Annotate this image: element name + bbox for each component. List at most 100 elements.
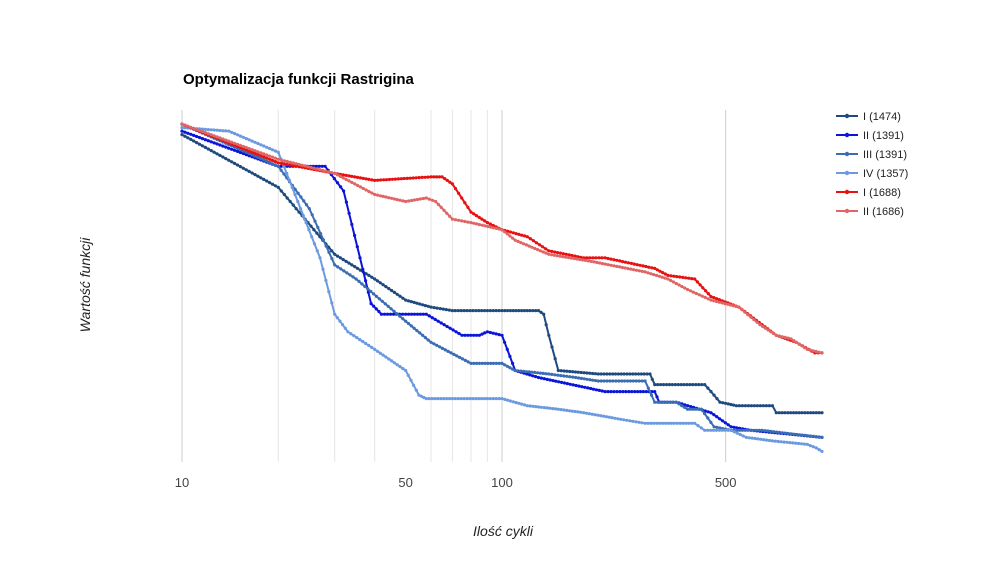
data-point xyxy=(230,130,234,134)
data-point xyxy=(709,390,713,394)
data-point xyxy=(605,379,609,383)
data-point xyxy=(573,370,578,374)
data-point xyxy=(657,274,662,278)
data-point xyxy=(550,253,554,257)
data-point xyxy=(407,312,411,316)
data-point xyxy=(186,136,190,140)
data-point xyxy=(553,250,557,254)
data-point xyxy=(809,411,813,415)
data-point xyxy=(460,357,464,361)
data-point xyxy=(412,198,417,202)
data-point xyxy=(749,428,753,432)
data-point xyxy=(503,397,507,401)
data-point xyxy=(712,296,716,300)
data-point xyxy=(472,212,476,216)
data-point xyxy=(465,309,469,313)
data-point xyxy=(497,227,501,231)
data-point xyxy=(310,213,314,217)
data-point xyxy=(408,176,412,180)
data-point xyxy=(655,395,659,399)
data-point xyxy=(694,383,698,387)
data-point xyxy=(522,369,526,373)
data-point xyxy=(410,312,414,316)
data-point xyxy=(412,326,416,330)
data-point xyxy=(347,179,351,183)
data-point xyxy=(344,173,348,177)
data-point xyxy=(669,278,673,283)
data-point xyxy=(533,246,537,251)
data-point xyxy=(701,286,705,290)
data-point xyxy=(700,294,704,298)
data-point xyxy=(454,330,458,334)
data-point xyxy=(439,205,443,209)
data-point xyxy=(244,145,248,150)
data-point xyxy=(609,257,613,261)
data-point xyxy=(450,182,454,186)
data-point xyxy=(404,298,408,302)
data-point xyxy=(709,420,713,424)
data-point xyxy=(250,150,254,154)
data-point xyxy=(438,307,442,311)
data-point xyxy=(488,330,492,335)
data-point xyxy=(653,400,657,404)
data-point xyxy=(321,267,325,271)
data-point xyxy=(341,173,345,177)
data-point xyxy=(463,201,467,205)
data-point xyxy=(770,439,775,443)
data-point xyxy=(746,313,750,317)
data-point xyxy=(398,365,402,369)
data-point xyxy=(503,309,507,313)
data-point xyxy=(452,352,456,356)
data-point xyxy=(221,137,225,141)
data-point xyxy=(658,269,662,273)
data-point xyxy=(660,275,664,279)
data-point xyxy=(415,312,420,316)
data-point xyxy=(307,207,311,211)
data-point xyxy=(767,438,772,443)
data-point xyxy=(232,141,237,145)
data-point xyxy=(691,383,695,387)
data-point xyxy=(437,175,441,179)
data-point xyxy=(388,312,393,316)
data-point xyxy=(427,197,431,201)
data-point xyxy=(538,243,542,247)
data-point xyxy=(459,309,463,313)
data-point xyxy=(615,264,619,268)
data-point xyxy=(578,257,582,262)
data-point xyxy=(294,207,298,211)
data-point xyxy=(438,345,442,349)
data-point xyxy=(463,219,467,224)
data-point xyxy=(209,133,213,137)
data-point xyxy=(653,266,657,270)
data-point xyxy=(514,232,518,236)
data-point xyxy=(631,372,635,376)
data-point xyxy=(333,171,337,175)
data-point xyxy=(602,372,606,376)
data-point xyxy=(547,333,551,337)
data-point xyxy=(445,178,449,182)
data-point xyxy=(718,400,722,404)
data-point xyxy=(706,386,710,390)
data-point xyxy=(338,256,342,260)
data-point xyxy=(599,372,603,376)
data-point xyxy=(789,411,793,415)
data-point xyxy=(262,152,266,156)
data-point xyxy=(631,419,635,423)
data-point xyxy=(384,285,388,289)
data-point xyxy=(588,378,592,382)
data-point xyxy=(530,370,534,374)
data-point xyxy=(285,171,289,175)
data-point xyxy=(303,164,307,168)
data-point xyxy=(241,144,245,149)
data-point xyxy=(206,139,210,143)
data-point xyxy=(369,289,373,293)
data-point xyxy=(555,251,560,255)
data-point xyxy=(441,307,445,311)
data-point xyxy=(367,273,371,277)
data-point xyxy=(466,360,470,364)
data-point xyxy=(500,397,504,401)
data-point xyxy=(508,399,512,403)
data-point xyxy=(519,369,523,373)
data-point xyxy=(667,383,672,387)
data-point xyxy=(625,418,629,422)
